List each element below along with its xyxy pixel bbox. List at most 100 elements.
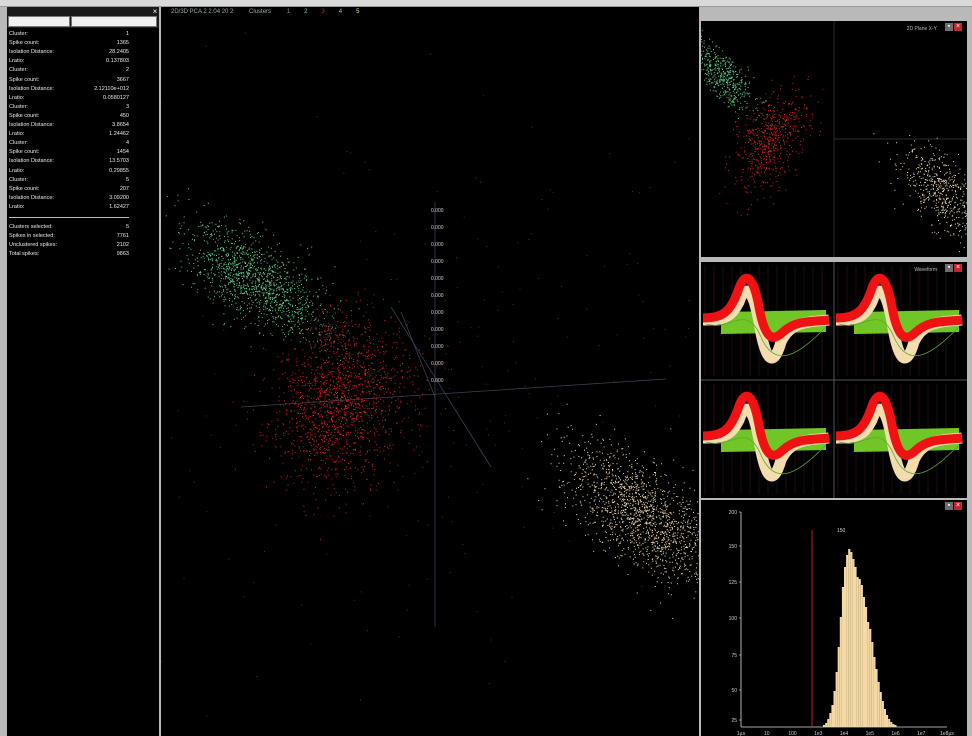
cluster-number-list: 1 2 3 4 5 <box>287 9 374 15</box>
axis-tick-label: 0.000 <box>431 310 444 316</box>
histogram-bar <box>850 552 853 727</box>
histogram-bar <box>886 715 889 727</box>
cluster-number[interactable]: 3 <box>321 9 325 15</box>
histogram-bar <box>835 672 838 727</box>
cluster-3-spikes <box>527 403 699 619</box>
restore-icon[interactable]: ▪ <box>945 23 953 31</box>
histogram-x-tick: 1e4 <box>840 731 849 736</box>
waveform-channel <box>702 384 830 494</box>
histogram-bar <box>846 555 849 727</box>
waveform-panel[interactable]: Waveform ▪ × <box>701 262 967 498</box>
stats-column-header-name[interactable] <box>8 16 70 27</box>
projection-title: 2D Plane X-Y <box>906 26 937 32</box>
stats-row: Clusters selected: 5 <box>9 223 157 231</box>
axis-tick-label: 0.000 <box>431 208 444 214</box>
close-icon[interactable]: × <box>954 502 962 510</box>
histogram-bar <box>881 701 884 727</box>
stats-key: Isolation Distance: <box>9 49 54 56</box>
stats-value: 5 <box>125 224 129 230</box>
stats-key: Lratio: <box>9 203 25 210</box>
stats-row: Cluster: 4 <box>9 139 157 147</box>
stats-row: Cluster: 1 <box>9 30 157 38</box>
scatter-3d-canvas[interactable]: 0.000 0.000 0.000 0.000 0.000 0.000 0.000 0.000… <box>161 7 699 736</box>
stats-value: 0.137803 <box>106 58 129 65</box>
stats-value: 3667 <box>116 76 129 83</box>
stats-key: Cluster: <box>9 176 28 183</box>
close-icon[interactable]: × <box>954 23 962 31</box>
waveform-trace-outlier <box>838 319 960 357</box>
histogram-y-tick: 100 <box>729 616 738 622</box>
unclustered-spikes-points <box>161 32 696 717</box>
histogram-bar <box>869 629 872 727</box>
stats-key: Spikes in selected: <box>9 233 55 240</box>
stats-value: 1.24462 <box>109 131 129 138</box>
histogram-bar <box>854 567 857 727</box>
histogram-bars <box>823 549 897 727</box>
proj-cluster-1 <box>701 29 770 123</box>
cluster-number[interactable]: 2 <box>304 9 308 15</box>
restore-icon[interactable]: ▪ <box>945 502 953 510</box>
histogram-bar <box>825 723 828 727</box>
histogram-bar <box>839 617 842 727</box>
waveform-canvas[interactable] <box>701 262 967 498</box>
stats-row: Cluster: 2 <box>9 66 157 74</box>
axis-w <box>400 311 436 398</box>
histogram-bar <box>827 719 830 727</box>
stats-key: Lratio: <box>9 131 25 138</box>
axis-tick-label: 0.000 <box>431 276 444 282</box>
stats-value: 1365 <box>116 40 129 47</box>
stats-key: Spike count: <box>9 185 40 192</box>
unclustered-spikes <box>161 32 696 717</box>
histogram-bar <box>841 587 844 727</box>
histogram-bar <box>852 559 855 727</box>
stats-key: Lratio: <box>9 167 25 174</box>
close-icon[interactable]: × <box>152 7 158 16</box>
projection-canvas[interactable] <box>701 21 967 257</box>
histogram-bar <box>837 647 840 727</box>
histogram-canvas[interactable]: 200 150 125 100 75 50 25 1µs 10 100 1e3 1e4 1e5 1e6 1e… <box>701 500 967 736</box>
histogram-bar <box>875 669 878 727</box>
stats-value: 2 <box>125 67 129 74</box>
projection-2d-panel[interactable]: 2D Plane X-Y ▪ × <box>701 21 967 257</box>
stats-key: Isolation Distance: <box>9 85 54 92</box>
stats-value: 4 <box>125 140 129 147</box>
histogram-bar <box>829 713 832 727</box>
stats-value: 0.0580127 <box>103 94 129 101</box>
axis-tick-label: 0.000 <box>431 225 444 231</box>
stats-key: Total spikes: <box>9 251 40 258</box>
waveform-trace-outlier <box>838 437 960 475</box>
stats-row: Spike count: 450 <box>9 112 157 120</box>
histogram-bar <box>862 597 865 727</box>
pca-3d-view[interactable]: 2D/3D PCA 2 2.04 20 2 Clusters 1 2 3 4 5 0.0… <box>161 7 699 736</box>
restore-icon[interactable]: ▪ <box>945 264 953 272</box>
stats-key: Unclustered spikes: <box>9 242 57 249</box>
waveform-trace-red <box>702 273 830 342</box>
close-icon[interactable]: × <box>954 264 962 272</box>
stats-row: Isolation Distance: 13.5703 <box>9 157 157 165</box>
cluster-3-spikes-points <box>527 403 699 619</box>
histogram-bar <box>858 579 861 727</box>
waveform-trace-outlier <box>705 319 827 357</box>
histogram-x-tick: 100 <box>788 731 797 736</box>
stats-key: Cluster: <box>9 103 28 110</box>
stats-key: Cluster: <box>9 140 28 147</box>
cluster-statistics-panel: × Cluster: 1 Spike count: 1365 Isolation Dis… <box>7 7 159 736</box>
cluster-number[interactable]: 4 <box>338 9 343 15</box>
stats-value: 7761 <box>116 233 129 240</box>
stats-key: Spike count: <box>9 112 40 119</box>
histogram-y-tick: 25 <box>731 718 737 724</box>
isi-histogram-panel[interactable]: 200 150 125 100 75 50 25 1µs 10 100 1e3 1e4 1e5 1e6 1e… <box>701 500 967 736</box>
cluster-number[interactable]: 1 <box>286 9 291 15</box>
cluster-number[interactable]: 5 <box>356 9 360 15</box>
waveform-channel <box>702 266 830 376</box>
stats-value: 1454 <box>116 149 129 156</box>
stats-column-header-value[interactable] <box>71 16 157 27</box>
stats-row: Lratio: 1.62427 <box>9 203 157 211</box>
stats-row: Isolation Distance: 3.09200 <box>9 194 157 202</box>
stats-value: 13.5703 <box>109 158 129 165</box>
stats-row: Spike count: 207 <box>9 185 157 193</box>
stats-row: Unclustered spikes: 2102 <box>9 241 157 249</box>
histogram-bar <box>879 692 882 727</box>
histogram-y-tick: 200 <box>729 510 738 516</box>
histogram-bar <box>871 642 874 727</box>
